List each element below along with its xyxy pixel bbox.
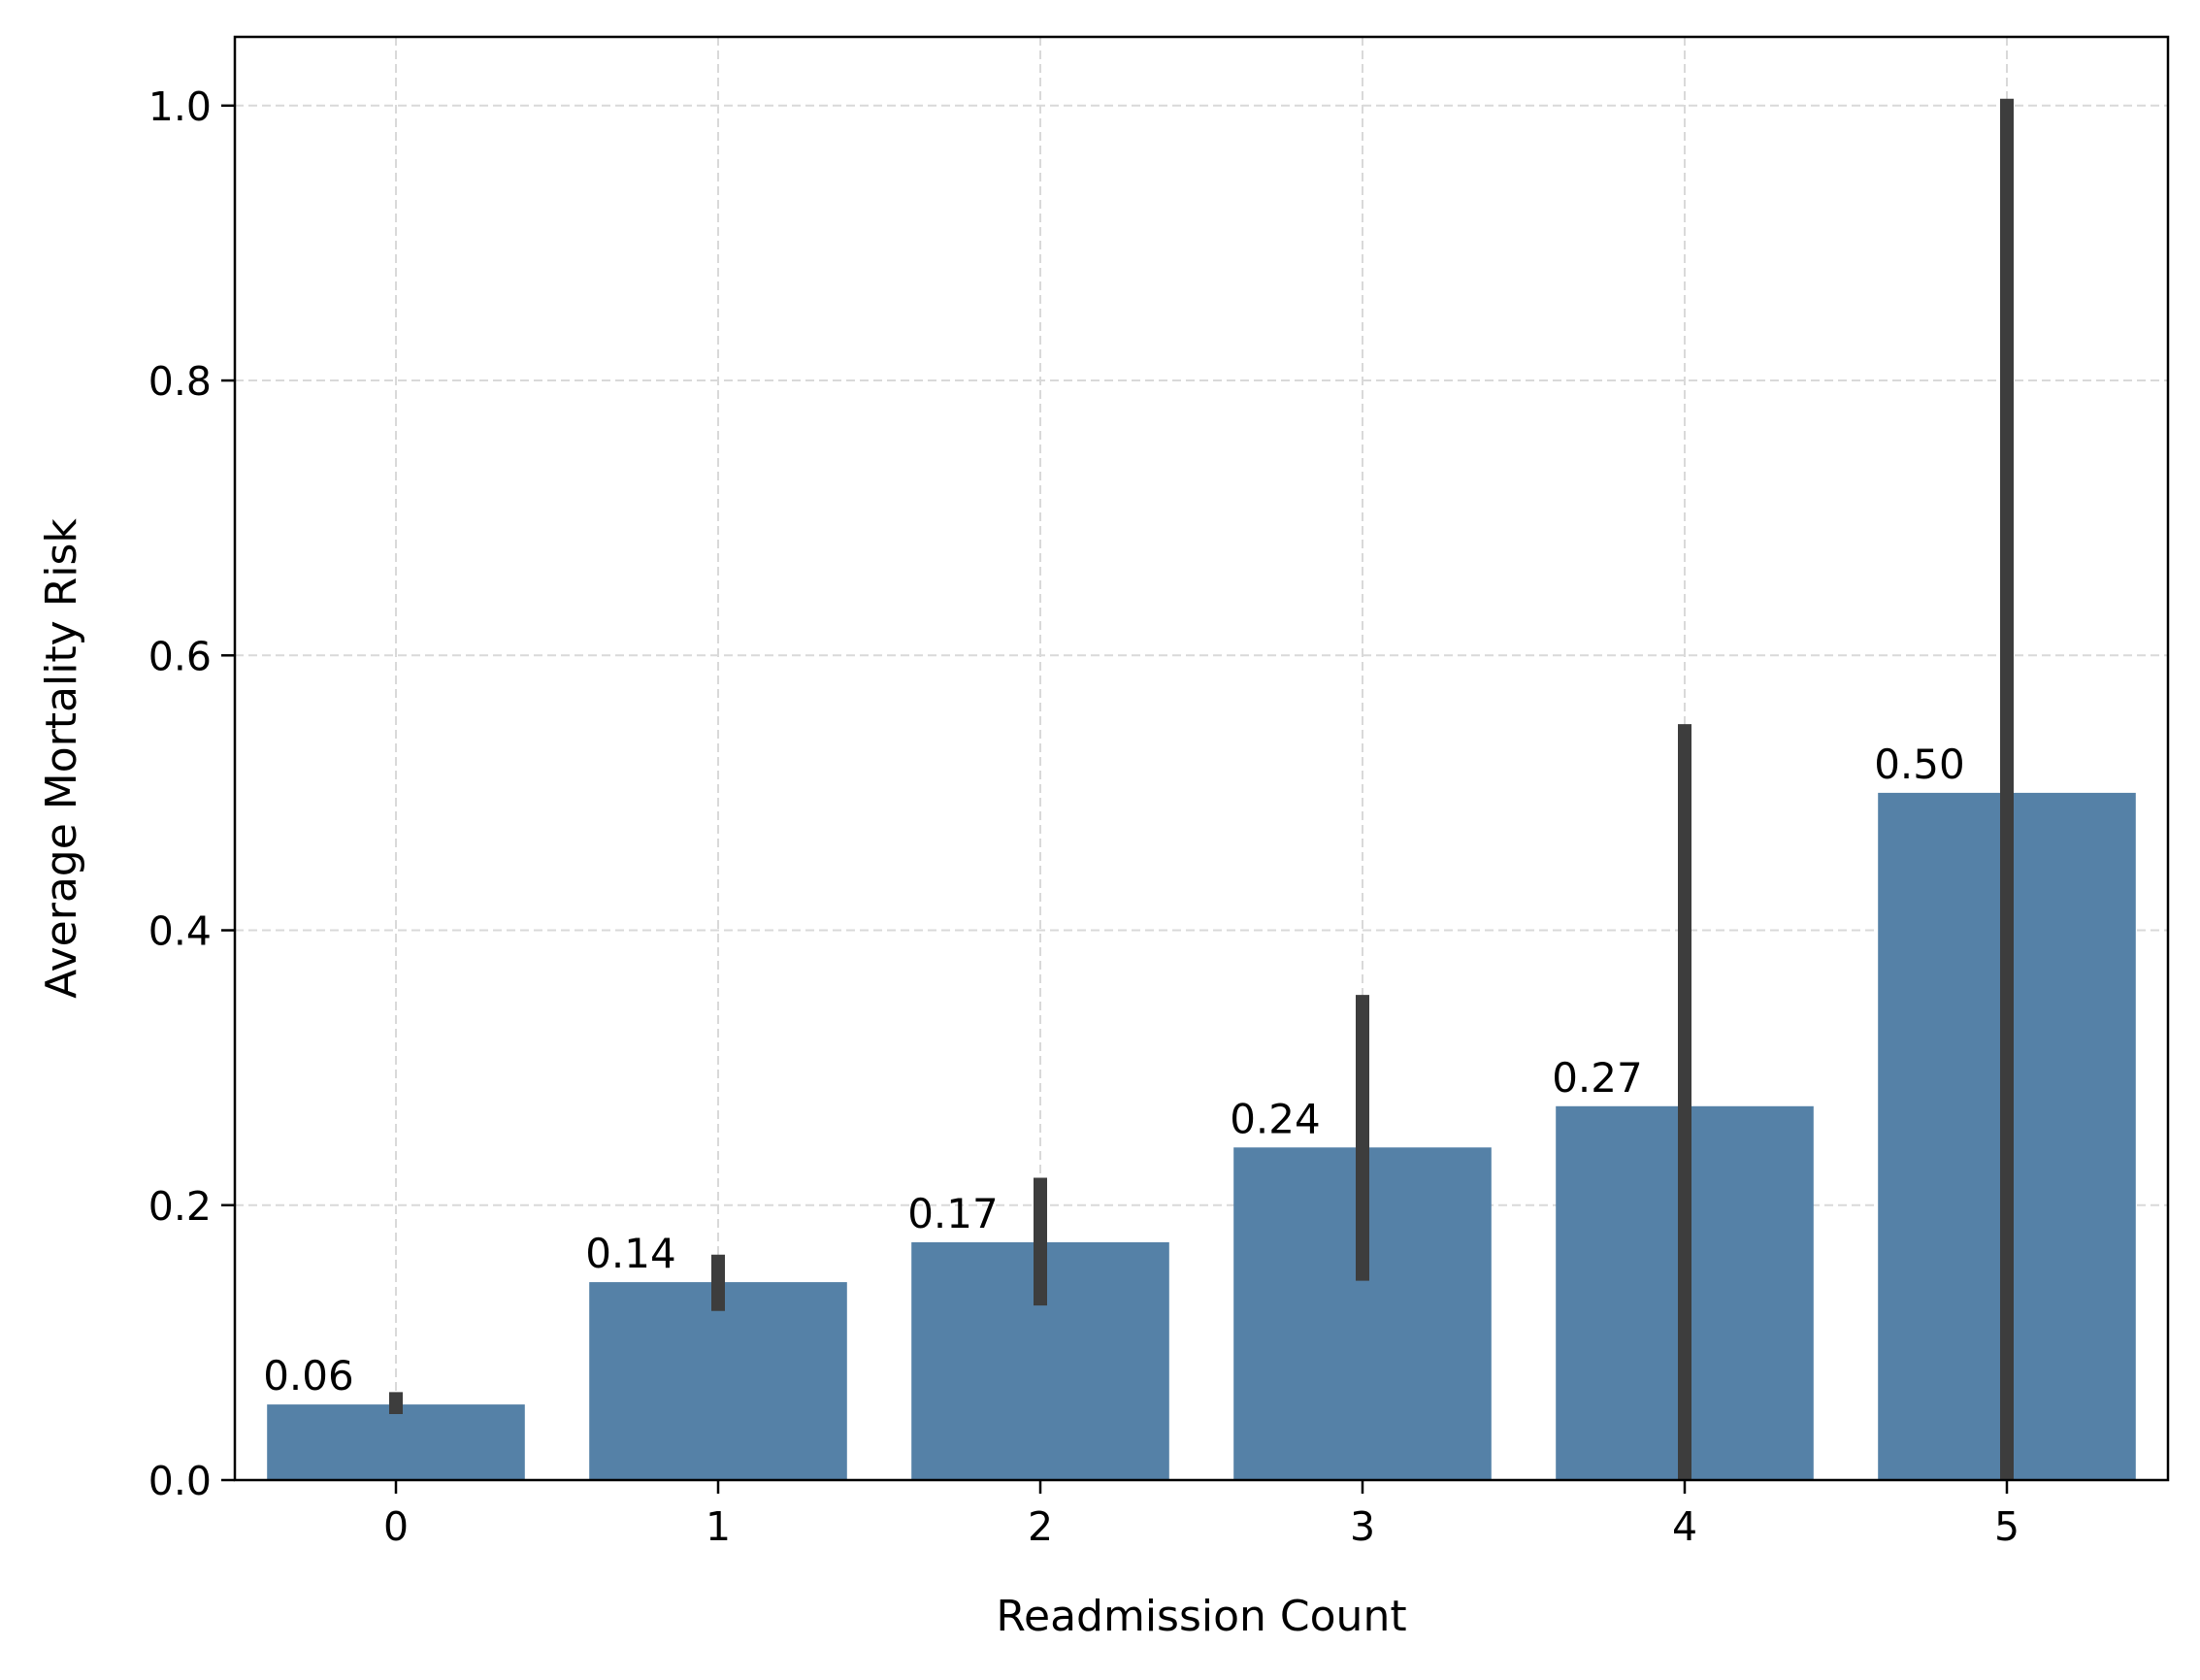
x-tick-label-1: 1 xyxy=(706,1503,731,1550)
x-axis-ticks: 0 1 2 3 4 5 xyxy=(383,1480,2019,1550)
data-label-1: 0.14 xyxy=(585,1230,676,1277)
y-axis-ticks: 0.0 0.2 0.4 0.6 0.8 1.0 xyxy=(148,83,235,1504)
bar-0 xyxy=(267,1404,525,1480)
x-tick-label-4: 4 xyxy=(1672,1503,1697,1550)
data-labels: 0.06 0.14 0.17 0.24 0.27 0.50 xyxy=(263,741,1965,1400)
y-tick-label-2: 0.4 xyxy=(148,908,212,955)
plot-frame xyxy=(233,35,2170,1482)
error-bars xyxy=(389,98,2014,1480)
data-label-2: 0.17 xyxy=(907,1190,999,1237)
y-tick-label-4: 0.8 xyxy=(148,358,212,405)
data-label-4: 0.27 xyxy=(1552,1054,1643,1102)
data-label-5: 0.50 xyxy=(1874,741,1965,788)
data-label-3: 0.24 xyxy=(1230,1095,1321,1142)
bar-1 xyxy=(589,1282,847,1480)
y-tick-label-5: 1.0 xyxy=(148,83,212,130)
grid xyxy=(235,37,2168,1481)
y-axis-label: Average Mortality Risk xyxy=(37,518,86,999)
x-tick-label-0: 0 xyxy=(383,1503,409,1550)
data-label-0: 0.06 xyxy=(263,1352,354,1400)
x-tick-label-2: 2 xyxy=(1028,1503,1053,1550)
y-tick-label-1: 0.2 xyxy=(148,1183,212,1230)
y-tick-label-3: 0.6 xyxy=(148,633,212,679)
x-tick-label-3: 3 xyxy=(1350,1503,1375,1550)
y-tick-label-0: 0.0 xyxy=(148,1458,212,1504)
bars xyxy=(267,792,2136,1480)
x-tick-label-5: 5 xyxy=(1994,1503,2019,1550)
x-axis-label: Readmission Count xyxy=(996,1592,1406,1641)
